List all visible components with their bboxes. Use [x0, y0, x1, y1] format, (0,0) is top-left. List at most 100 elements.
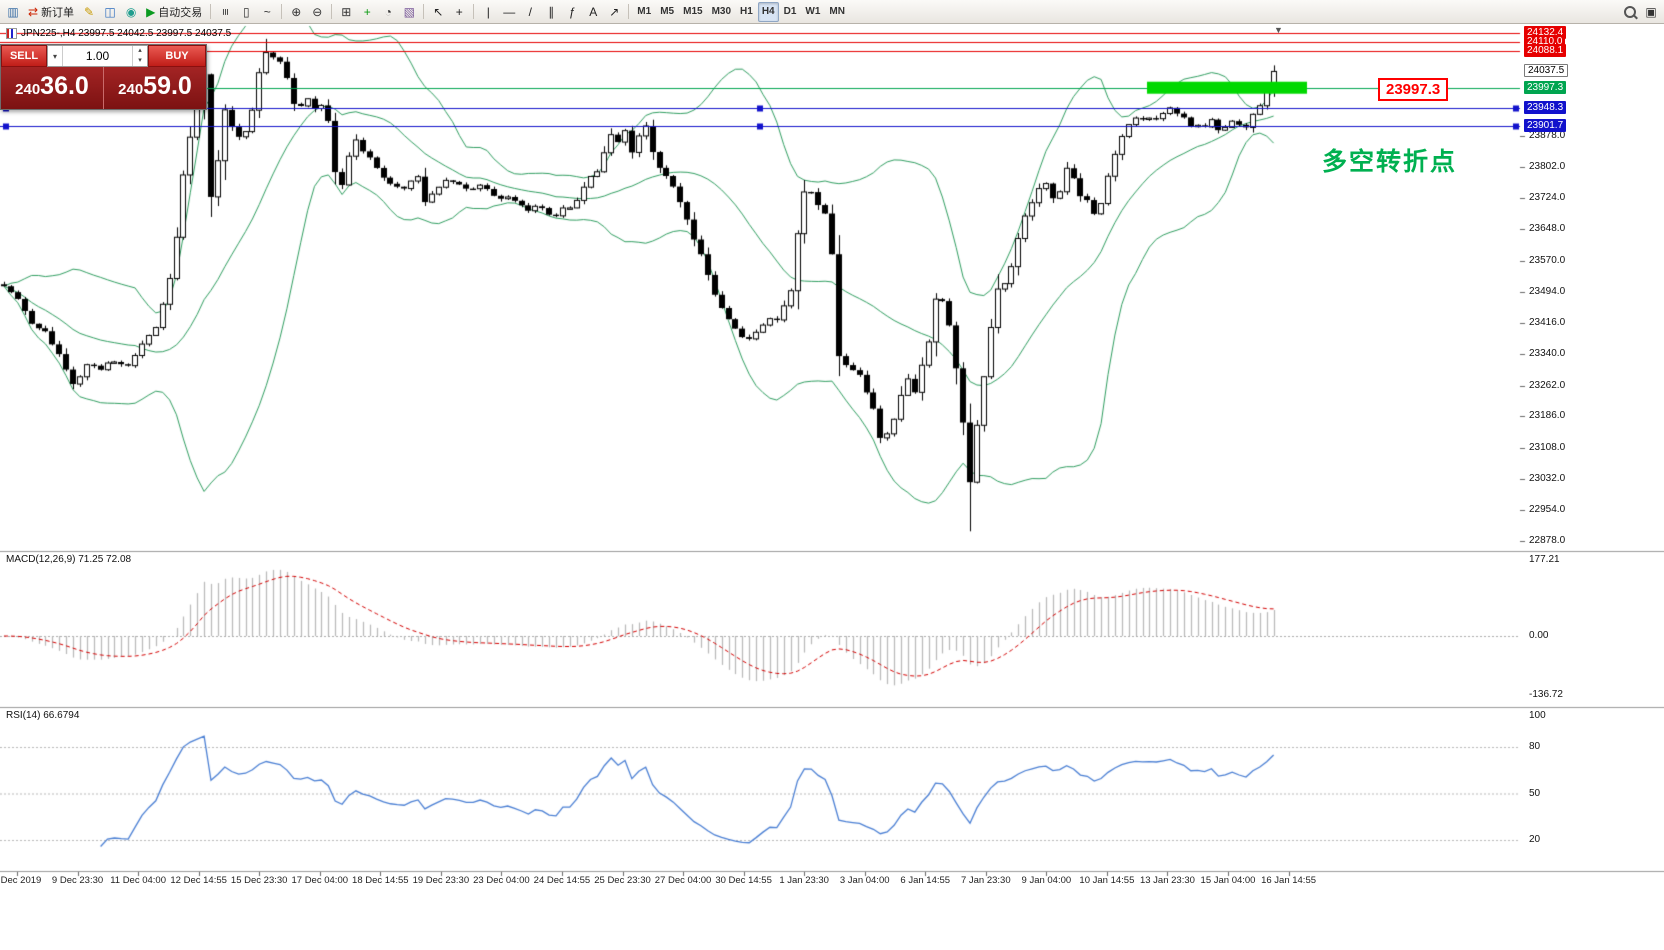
indicators-button[interactable]: +: [357, 2, 377, 22]
search-icon: [1624, 5, 1636, 18]
auto-trading-icon: ▶: [146, 4, 156, 19]
candlestick-chart-button[interactable]: ▯: [236, 2, 256, 22]
volume-control[interactable]: ▾ 1.00 ▴ ▾: [47, 45, 148, 67]
time-axis-label: 9 Jan 04:00: [1021, 875, 1072, 886]
tf-mn-button[interactable]: MN: [825, 2, 849, 22]
metaeditor-button[interactable]: ✎: [79, 2, 99, 22]
volume-down-icon[interactable]: ▾: [138, 57, 142, 64]
price-scale-line-label: 24088.1: [1524, 43, 1567, 57]
new-order-button[interactable]: ⇄ 新订单: [24, 2, 78, 22]
price-scale-line-label: 23997.3: [1524, 80, 1567, 94]
arrows-button[interactable]: ↗: [604, 2, 624, 22]
price-scale-value: 22954.0: [1529, 504, 1566, 516]
tile-windows-button[interactable]: ⊞: [336, 2, 356, 22]
time-axis-label: 17 Dec 04:00: [291, 875, 349, 886]
chart-shift-marker[interactable]: ▼: [1274, 25, 1283, 35]
time-axis[interactable]: 5 Dec 2019 9 Dec 23:30 11 Dec 04:00 12 Dec …: [0, 873, 1520, 889]
metaeditor-icon: ✎: [84, 4, 95, 19]
new-chart-button[interactable]: ▥: [3, 2, 23, 22]
tf-m1-button[interactable]: M1: [633, 2, 655, 22]
buy-button[interactable]: BUY: [148, 45, 206, 67]
vertical-line-icon: |: [486, 4, 490, 19]
time-axis-label: 30 Dec 14:55: [715, 875, 772, 886]
trendline-icon: /: [528, 4, 532, 19]
line-chart-button[interactable]: ~: [257, 2, 277, 22]
symbol-icon: [6, 28, 17, 39]
time-axis-label: 19 Dec 23:30: [412, 875, 470, 886]
toolbar-separator: [423, 4, 425, 19]
arrows-icon: ↗: [609, 4, 620, 19]
one-click-trading-panel: SELL ▾ 1.00 ▴ ▾ BUY 240 36.0 240 59.0: [0, 44, 207, 110]
zoom-out-button[interactable]: ⊖: [307, 2, 327, 22]
tf-h4-button[interactable]: H4: [757, 1, 779, 22]
cursor-button[interactable]: ↖: [428, 2, 448, 22]
market-watch-button[interactable]: ◫: [100, 2, 120, 22]
indicators-icon: +: [363, 4, 371, 19]
time-axis-label: 16 Jan 14:55: [1261, 875, 1317, 886]
time-axis-label: 15 Jan 04:00: [1200, 875, 1256, 886]
order-panel-controls: SELL ▾ 1.00 ▴ ▾ BUY: [1, 45, 206, 67]
tf-h1-button[interactable]: H1: [736, 2, 757, 22]
time-axis-label: 25 Dec 23:30: [594, 875, 651, 886]
trendline-button[interactable]: /: [520, 2, 540, 22]
auto-trading-button[interactable]: ▶ 自动交易: [142, 2, 206, 22]
new-order-label: 新订单: [41, 6, 75, 19]
text-button[interactable]: A: [583, 2, 603, 22]
macd-label: MACD(12,26,9) 71.25 72.08: [6, 554, 132, 565]
time-axis-label: 11 Dec 04:00: [110, 875, 166, 886]
symbol-title: JPN225-,H4 23997.5 24042.5 23997.5 24037…: [21, 28, 232, 39]
macd-scale-value: 0.00: [1529, 630, 1549, 641]
equidistant-channel-icon: ∥: [548, 4, 555, 19]
vertical-line-button[interactable]: |: [478, 2, 498, 22]
price-alert-tag[interactable]: 23997.3: [1378, 78, 1449, 101]
equidistant-channel-button[interactable]: ∥: [541, 2, 561, 22]
tf-w1-button[interactable]: W1: [801, 2, 824, 22]
window-list-icon: ▣: [1645, 4, 1657, 19]
horizontal-line-button[interactable]: —: [499, 2, 519, 22]
tf-m30-button[interactable]: M30: [708, 2, 735, 22]
navigator-button[interactable]: ◉: [121, 2, 141, 22]
volume-spinner[interactable]: ▴ ▾: [132, 46, 147, 66]
volume-dropdown-icon[interactable]: ▾: [48, 46, 63, 66]
time-axis-label: 12 Dec 14:55: [170, 875, 227, 886]
zoom-in-button[interactable]: ⊕: [286, 2, 306, 22]
price-scale-line-label: 23901.7: [1524, 119, 1567, 133]
tf-d1-button[interactable]: D1: [780, 2, 801, 22]
current-price-label: 24037.5: [1524, 64, 1569, 78]
navigator-icon: ◉: [125, 4, 137, 19]
crosshair-button[interactable]: +: [449, 2, 469, 22]
sell-price[interactable]: 240 36.0: [15, 72, 89, 100]
window-list-button[interactable]: ▣: [1641, 2, 1661, 22]
volume-up-icon[interactable]: ▴: [138, 47, 142, 54]
order-panel-prices: 240 36.0 240 59.0: [1, 67, 206, 109]
price-scale[interactable]: 23878.0 23802.0 23724.0 23648.0 23570.0 23494…: [1521, 24, 1663, 874]
volume-value[interactable]: 1.00: [85, 49, 110, 63]
tf-m15-button[interactable]: M15: [679, 2, 706, 22]
macd-scale-value: -136.72: [1529, 688, 1563, 700]
bar-chart-button[interactable]: ≡: [215, 2, 235, 22]
rsi-scale-value: 100: [1529, 710, 1546, 721]
price-scale-value: 23416.0: [1529, 317, 1566, 329]
fibonacci-button[interactable]: ƒ: [562, 2, 582, 22]
market-watch-icon: ◫: [104, 4, 116, 19]
sell-button[interactable]: SELL: [1, 45, 47, 67]
order-panel-divider: [103, 67, 104, 109]
search-button[interactable]: [1620, 2, 1640, 22]
toolbar-separator: [210, 4, 212, 19]
zoom-out-icon: ⊖: [312, 4, 323, 19]
text-icon: A: [589, 4, 598, 19]
price-scale-value: 23340.0: [1529, 347, 1566, 359]
templates-button[interactable]: ▧: [399, 2, 419, 22]
price-scale-value: 23186.0: [1529, 410, 1566, 422]
annotation-text[interactable]: 多空转折点: [1322, 147, 1458, 176]
macd-scale-value: 177.21: [1529, 554, 1560, 565]
time-axis-label: 1 Jan 23:30: [779, 875, 829, 886]
chart-canvas[interactable]: [0, 24, 1664, 950]
periods-button[interactable]: ◔: [378, 2, 398, 22]
buy-price[interactable]: 240 59.0: [118, 72, 192, 100]
time-axis-label: 9 Dec 23:30: [51, 875, 104, 886]
auto-trading-label: 自动交易: [158, 6, 203, 19]
price-scale-line-label: 23948.3: [1524, 100, 1567, 114]
tf-m5-button[interactable]: M5: [656, 2, 678, 22]
toolbar-separator: [473, 4, 475, 19]
